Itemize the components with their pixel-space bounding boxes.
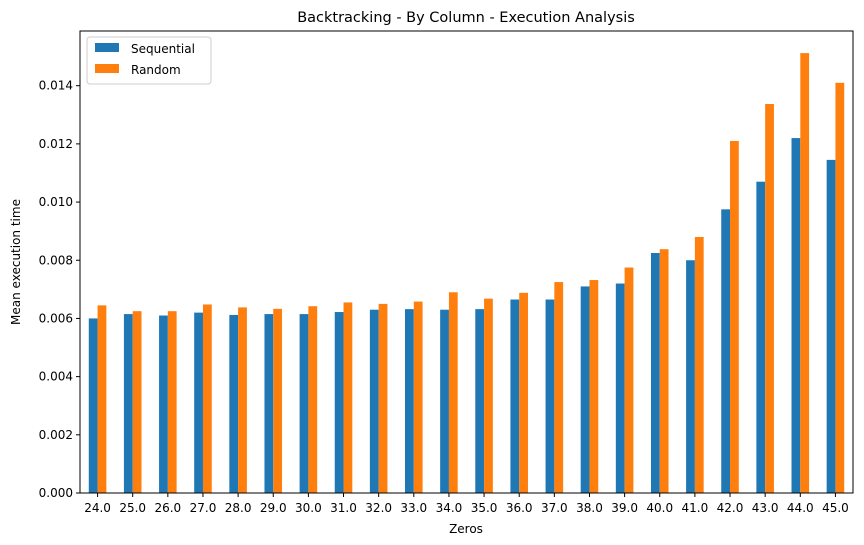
bar-random-32.0 <box>378 303 388 493</box>
x-tick-label: 40.0 <box>646 501 673 515</box>
x-tick-label: 28.0 <box>225 501 252 515</box>
x-tick-label: 25.0 <box>119 501 146 515</box>
bar-sequential-40.0 <box>650 252 660 493</box>
y-axis: 0.000 0.002 0.004 0.006 0.008 0.010 0.012 0.014 <box>39 79 80 500</box>
bar-random-40.0 <box>659 249 669 493</box>
bar-random-30.0 <box>308 306 318 493</box>
bar-random-37.0 <box>554 282 564 493</box>
bar-random-43.0 <box>765 104 774 494</box>
x-tick-label: 37.0 <box>541 501 568 515</box>
x-tick-label: 39.0 <box>611 501 638 515</box>
bar-random-42.0 <box>730 140 739 493</box>
x-tick-label: 36.0 <box>506 501 533 515</box>
x-tick-label: 42.0 <box>717 501 744 515</box>
bar-sequential-37.0 <box>545 299 555 493</box>
bar-sequential-25.0 <box>123 314 133 493</box>
bar-random-24.0 <box>97 305 107 493</box>
x-tick-label: 24.0 <box>84 501 111 515</box>
bar-sequential-35.0 <box>475 309 485 493</box>
bar-sequential-38.0 <box>580 286 590 493</box>
x-tick-label: 38.0 <box>576 501 603 515</box>
y-tick-label: 0.006 <box>39 311 73 325</box>
bar-sequential-28.0 <box>229 314 239 493</box>
bar-sequential-30.0 <box>299 314 309 493</box>
bar-random-35.0 <box>484 298 493 493</box>
legend-swatch-random <box>95 64 119 73</box>
y-axis-label: Mean execution time <box>9 199 23 325</box>
bar-random-36.0 <box>519 292 528 493</box>
plot-frame <box>79 30 854 494</box>
bar-sequential-41.0 <box>686 260 695 493</box>
bar-sequential-45.0 <box>826 159 836 493</box>
x-tick-label: 43.0 <box>752 501 779 515</box>
bar-sequential-27.0 <box>194 312 203 493</box>
bar-random-38.0 <box>589 280 599 493</box>
x-axis: 24.0 25.0 26.0 27.0 28.0 29.0 30.0 31.0 32.0 33.0… <box>84 493 849 515</box>
x-tick-label: 34.0 <box>436 501 463 515</box>
y-tick-label: 0.000 <box>39 486 73 500</box>
bar-random-44.0 <box>800 53 810 494</box>
bar-sequential-29.0 <box>264 314 274 493</box>
x-tick-label: 29.0 <box>260 501 287 515</box>
legend-swatch-sequential <box>95 43 119 52</box>
x-tick-label: 27.0 <box>190 501 217 515</box>
x-tick-label: 44.0 <box>787 501 814 515</box>
bar-sequential-26.0 <box>159 315 168 493</box>
x-tick-label: 33.0 <box>400 501 427 515</box>
y-tick-label: 0.008 <box>39 253 73 267</box>
x-tick-label: 32.0 <box>365 501 392 515</box>
x-tick-label: 41.0 <box>682 501 709 515</box>
bar-sequential-39.0 <box>615 283 625 493</box>
bar-sequential-33.0 <box>405 309 414 493</box>
bar-random-25.0 <box>132 311 142 493</box>
bar-random-28.0 <box>238 307 247 493</box>
x-tick-label: 45.0 <box>822 501 849 515</box>
y-tick-label: 0.010 <box>39 195 73 209</box>
y-tick-label: 0.012 <box>39 137 73 151</box>
bar-sequential-31.0 <box>334 312 344 493</box>
x-tick-label: 35.0 <box>471 501 498 515</box>
legend-label-random: Random <box>131 63 181 77</box>
bar-sequential-24.0 <box>88 318 98 493</box>
chart-title: Backtracking - By Column - Execution Ana… <box>297 10 635 26</box>
bar-sequential-36.0 <box>510 299 520 493</box>
y-tick-label: 0.014 <box>39 79 73 93</box>
x-tick-label: 31.0 <box>330 501 357 515</box>
y-tick-label: 0.004 <box>39 370 73 384</box>
x-axis-label: Zeros <box>449 522 483 536</box>
bar-random-31.0 <box>343 302 353 493</box>
bar-sequential-42.0 <box>721 209 731 493</box>
plot-area <box>88 53 845 494</box>
bar-random-27.0 <box>202 304 212 493</box>
y-tick-label: 0.002 <box>39 428 73 442</box>
bar-random-39.0 <box>624 267 634 493</box>
bar-sequential-44.0 <box>791 138 801 493</box>
x-tick-label: 26.0 <box>154 501 181 515</box>
bar-random-45.0 <box>835 82 845 493</box>
legend-label-sequential: Sequential <box>131 42 195 56</box>
bar-random-33.0 <box>413 301 423 493</box>
bar-random-34.0 <box>448 292 458 493</box>
legend: Sequential Random <box>86 36 212 85</box>
bar-sequential-34.0 <box>440 309 449 493</box>
x-tick-label: 30.0 <box>295 501 322 515</box>
bar-random-29.0 <box>273 308 283 493</box>
bar-sequential-32.0 <box>369 309 379 493</box>
bar-random-41.0 <box>694 236 704 494</box>
bar-random-26.0 <box>167 311 177 493</box>
bar-sequential-43.0 <box>756 181 766 493</box>
